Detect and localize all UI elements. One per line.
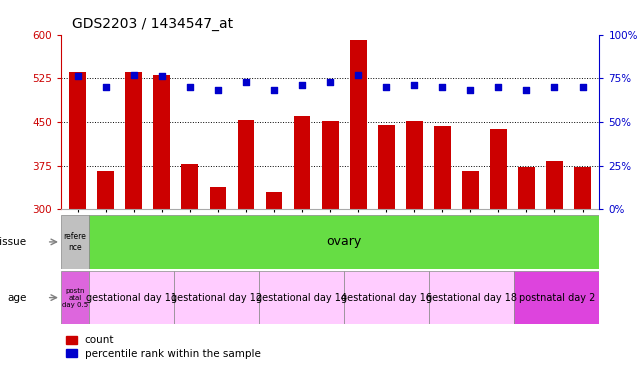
Text: gestational day 16: gestational day 16	[341, 293, 432, 303]
Text: postnatal day 2: postnatal day 2	[519, 293, 595, 303]
Bar	[378, 125, 395, 209]
Bar	[434, 126, 451, 209]
Point	[269, 88, 279, 94]
Text: ovary: ovary	[327, 235, 362, 248]
Bar	[574, 167, 591, 209]
Bar	[406, 121, 422, 209]
Bar	[322, 121, 338, 209]
Point	[521, 88, 531, 94]
Point	[297, 82, 307, 88]
Point	[494, 84, 504, 90]
Point	[129, 72, 139, 78]
Bar	[259, 271, 344, 324]
Bar	[462, 171, 479, 209]
Bar	[294, 116, 310, 209]
Text: gestational day 11: gestational day 11	[87, 293, 178, 303]
Bar	[265, 192, 283, 209]
Point	[437, 84, 447, 90]
Bar	[429, 271, 514, 324]
Text: refere
nce: refere nce	[63, 232, 87, 252]
Point	[325, 79, 335, 85]
Bar	[61, 215, 89, 269]
Point	[101, 84, 111, 90]
Bar	[546, 161, 563, 209]
Bar	[126, 73, 142, 209]
Text: age: age	[8, 293, 27, 303]
Point	[72, 73, 83, 79]
Point	[409, 82, 419, 88]
Point	[213, 88, 223, 94]
Text: postn
atal
day 0.5: postn atal day 0.5	[62, 288, 88, 308]
Point	[157, 73, 167, 79]
Point	[241, 79, 251, 85]
Point	[549, 84, 560, 90]
Text: tissue: tissue	[0, 237, 27, 247]
Text: GDS2203 / 1434547_at: GDS2203 / 1434547_at	[72, 17, 233, 31]
Bar	[514, 271, 599, 324]
Bar	[344, 271, 429, 324]
Bar	[69, 73, 86, 209]
Bar	[153, 75, 171, 209]
Bar	[518, 167, 535, 209]
Text: gestational day 12: gestational day 12	[171, 293, 262, 303]
Bar	[350, 40, 367, 209]
Bar	[174, 271, 259, 324]
Bar	[210, 187, 226, 209]
Point	[578, 84, 588, 90]
Bar	[490, 129, 507, 209]
Bar	[97, 171, 114, 209]
Point	[381, 84, 391, 90]
Point	[353, 72, 363, 78]
Bar	[238, 120, 254, 209]
Bar	[89, 271, 174, 324]
Bar	[181, 164, 198, 209]
Point	[185, 84, 195, 90]
Text: gestational day 18: gestational day 18	[426, 293, 517, 303]
Bar	[61, 271, 89, 324]
Text: gestational day 14: gestational day 14	[256, 293, 347, 303]
Point	[465, 88, 476, 94]
Legend: count, percentile rank within the sample: count, percentile rank within the sample	[66, 336, 261, 359]
